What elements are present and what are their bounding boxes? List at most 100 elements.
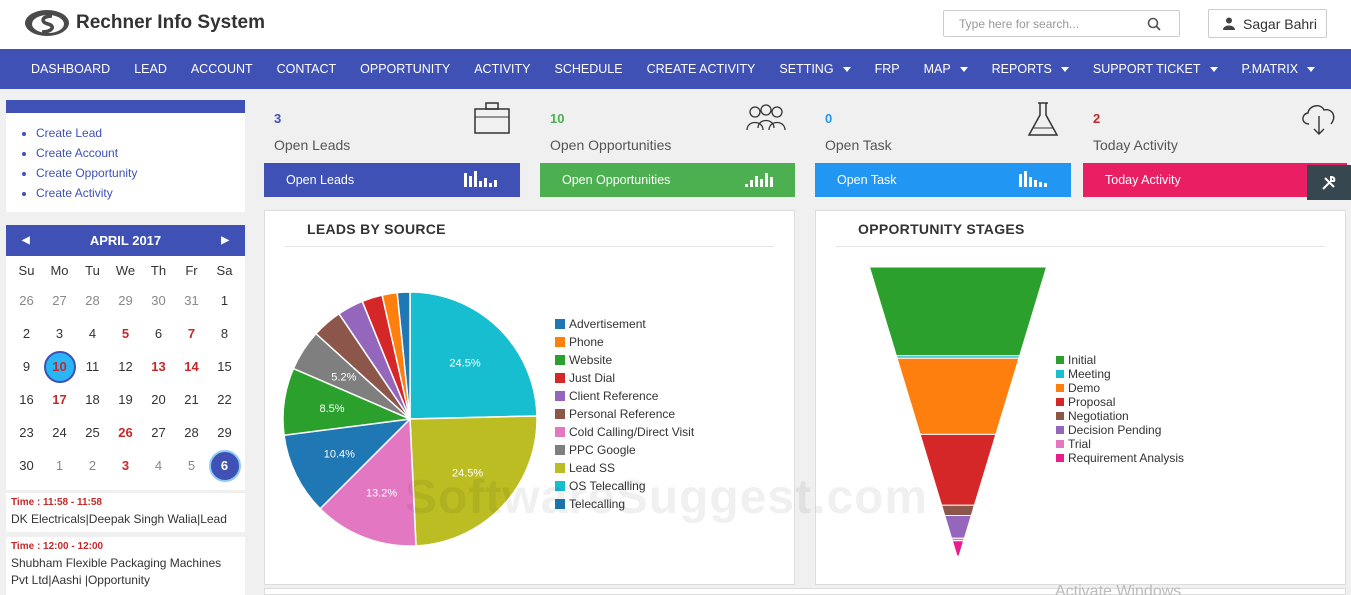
funnel-stage[interactable] (951, 540, 965, 557)
funnel-stage[interactable] (944, 514, 972, 539)
stat-card-open-leads[interactable]: 3 Open Leads Open Leads (264, 100, 520, 197)
legend-item[interactable]: Cold Calling/Direct Visit (555, 423, 694, 441)
stat-band[interactable]: Open Opportunities (540, 163, 795, 197)
nav-item-dashboard[interactable]: DASHBOARD (19, 62, 122, 76)
quick-link[interactable]: Create Opportunity (36, 163, 245, 183)
calendar-day[interactable]: 30 (142, 284, 175, 317)
calendar-day[interactable]: 30 (10, 449, 43, 482)
legend-item[interactable]: Lead SS (555, 459, 694, 477)
pie-slice[interactable] (319, 417, 417, 547)
funnel-stage[interactable] (919, 433, 997, 506)
nav-item-opportunity[interactable]: OPPORTUNITY (348, 62, 462, 76)
funnel-stage[interactable] (896, 357, 1020, 435)
nav-item-reports[interactable]: REPORTS (980, 62, 1081, 76)
calendar-day[interactable]: 20 (142, 383, 175, 416)
calendar-day[interactable]: 4 (142, 449, 175, 482)
legend-item[interactable]: PPC Google (555, 441, 694, 459)
quick-link[interactable]: Create Lead (36, 123, 245, 143)
legend-item[interactable]: Website (555, 351, 694, 369)
calendar-day[interactable]: 15 (208, 350, 241, 383)
calendar-day[interactable]: 26 (10, 284, 43, 317)
calendar-day[interactable]: 9 (10, 350, 43, 383)
pie-slice[interactable] (409, 415, 538, 547)
calendar-day[interactable]: 26 (109, 416, 142, 449)
calendar-day[interactable]: 25 (76, 416, 109, 449)
nav-item-schedule[interactable]: SCHEDULE (542, 62, 634, 76)
calendar-day[interactable]: 27 (43, 284, 76, 317)
event-item[interactable]: Time : 12:00 - 12:00 Shubham Flexible Pa… (6, 537, 245, 595)
legend-item[interactable]: Personal Reference (555, 405, 694, 423)
calendar-day[interactable]: 18 (76, 383, 109, 416)
search-box[interactable] (943, 10, 1180, 37)
legend-item[interactable]: Requirement Analysis (1056, 451, 1184, 465)
legend-item[interactable]: Trial (1056, 437, 1184, 451)
search-icon[interactable] (1147, 17, 1161, 31)
nav-item-account[interactable]: ACCOUNT (179, 62, 265, 76)
calendar-day[interactable]: 3 (43, 317, 76, 350)
stat-band[interactable]: Open Task (815, 163, 1071, 197)
nav-item-setting[interactable]: SETTING (767, 62, 862, 76)
calendar-day[interactable]: 1 (208, 284, 241, 317)
calendar-day[interactable]: 6 (208, 449, 241, 482)
funnel-stage[interactable] (868, 266, 1048, 357)
calendar-day[interactable]: 16 (10, 383, 43, 416)
calendar-day[interactable]: 7 (175, 317, 208, 350)
calendar-day[interactable]: 13 (142, 350, 175, 383)
calendar-day[interactable]: 11 (76, 350, 109, 383)
legend-item[interactable]: Negotiation (1056, 409, 1184, 423)
calendar-day[interactable]: 1 (43, 449, 76, 482)
calendar-day[interactable]: 5 (109, 317, 142, 350)
legend-item[interactable]: Client Reference (555, 387, 694, 405)
tools-button[interactable] (1307, 165, 1351, 200)
quick-link[interactable]: Create Account (36, 143, 245, 163)
legend-item[interactable]: Meeting (1056, 367, 1184, 381)
calendar-day[interactable]: 27 (142, 416, 175, 449)
calendar-day[interactable]: 19 (109, 383, 142, 416)
legend-item[interactable]: Decision Pending (1056, 423, 1184, 437)
legend-item[interactable]: Proposal (1056, 395, 1184, 409)
nav-item-p-matrix[interactable]: P.MATRIX (1230, 62, 1328, 76)
quick-link[interactable]: Create Activity (36, 183, 245, 203)
calendar-day[interactable]: 21 (175, 383, 208, 416)
legend-item[interactable]: Phone (555, 333, 694, 351)
pie-slice[interactable] (396, 291, 411, 420)
nav-item-create-activity[interactable]: CREATE ACTIVITY (635, 62, 768, 76)
stat-card-open-opportunities[interactable]: 10 Open Opportunities Open Opportunities (540, 100, 795, 197)
next-month-icon[interactable]: ▶ (221, 235, 229, 246)
calendar-day[interactable]: 24 (43, 416, 76, 449)
stat-card-today-activity[interactable]: 2 Today Activity Today Activity (1083, 100, 1347, 197)
calendar-day[interactable]: 29 (109, 284, 142, 317)
calendar-day[interactable]: 10 (43, 350, 76, 383)
pie-slice[interactable] (283, 417, 413, 510)
legend-item[interactable]: Advertisement (555, 315, 694, 333)
calendar-day[interactable]: 2 (76, 449, 109, 482)
legend-item[interactable]: Just Dial (555, 369, 694, 387)
nav-item-lead[interactable]: LEAD (122, 62, 179, 76)
calendar-day[interactable]: 3 (109, 449, 142, 482)
legend-item[interactable]: Telecalling (555, 495, 694, 513)
stat-band[interactable]: Open Leads (264, 163, 520, 197)
calendar-day[interactable]: 31 (175, 284, 208, 317)
calendar-day[interactable]: 2 (10, 317, 43, 350)
calendar-day[interactable]: 6 (142, 317, 175, 350)
stat-card-open-task[interactable]: 0 Open Task Open Task (815, 100, 1071, 197)
calendar-day[interactable]: 29 (208, 416, 241, 449)
logo-icon[interactable] (24, 8, 70, 38)
calendar-day[interactable]: 28 (175, 416, 208, 449)
event-item[interactable]: Time : 11:58 - 11:58 DK Electricals|Deep… (6, 493, 245, 532)
stat-band[interactable]: Today Activity (1083, 163, 1347, 197)
pie-slice[interactable] (409, 291, 538, 420)
calendar-day[interactable]: 5 (175, 449, 208, 482)
search-input[interactable] (944, 11, 1144, 36)
calendar-day[interactable]: 28 (76, 284, 109, 317)
calendar-day[interactable]: 14 (175, 350, 208, 383)
nav-item-support-ticket[interactable]: SUPPORT TICKET (1081, 62, 1230, 76)
nav-item-activity[interactable]: ACTIVITY (462, 62, 542, 76)
funnel-stage[interactable] (940, 504, 976, 516)
user-menu-button[interactable]: Sagar Bahri (1208, 9, 1327, 38)
prev-month-icon[interactable]: ◀ (22, 235, 30, 246)
calendar-day[interactable]: 23 (10, 416, 43, 449)
legend-item[interactable]: Demo (1056, 381, 1184, 395)
calendar-day[interactable]: 17 (43, 383, 76, 416)
app-title[interactable]: Rechner Info System (76, 12, 265, 33)
